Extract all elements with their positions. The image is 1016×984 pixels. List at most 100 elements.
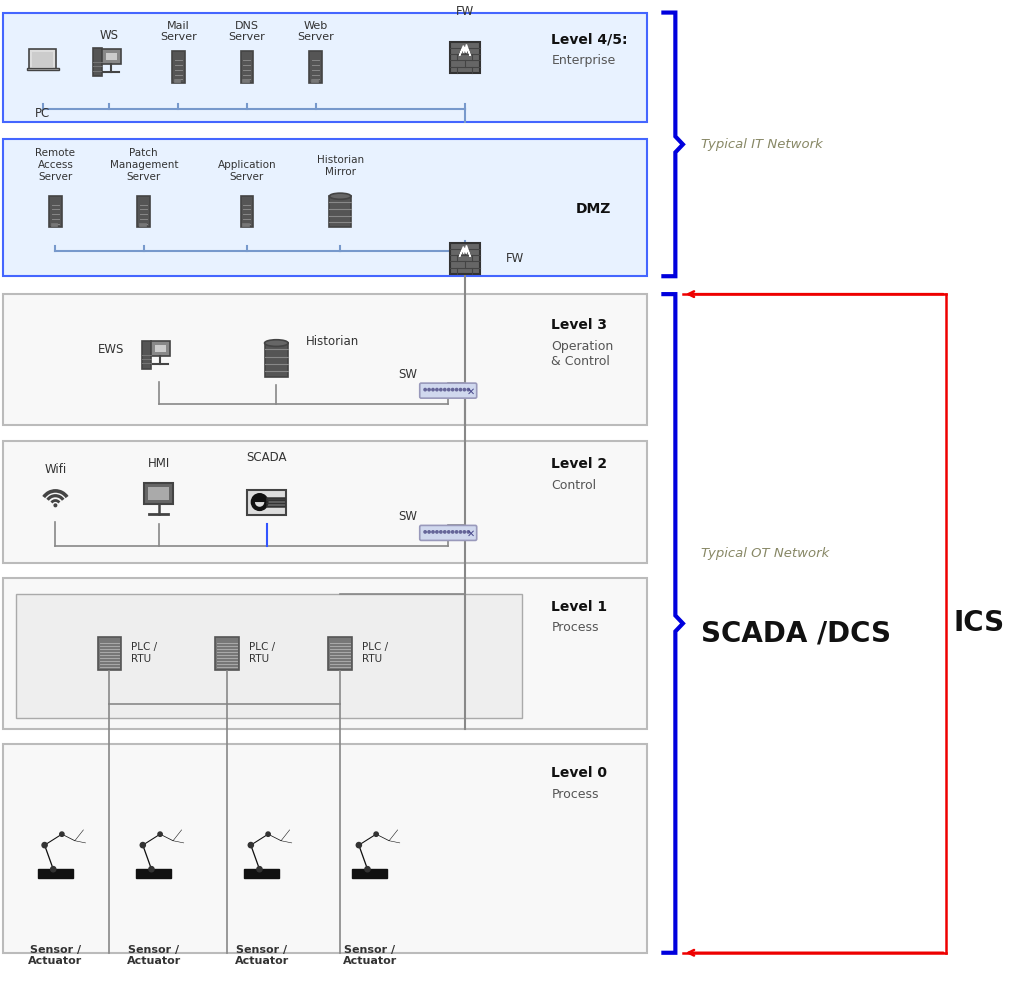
Text: Control: Control [552, 479, 596, 492]
Bar [241, 196, 253, 227]
Text: Sensor /
Actuator: Sensor / Actuator [235, 945, 289, 966]
Circle shape [440, 389, 442, 391]
Circle shape [428, 389, 430, 391]
Bar [3, 442, 646, 563]
Circle shape [54, 504, 57, 507]
Bar [33, 52, 53, 67]
Bar [328, 637, 352, 670]
Circle shape [157, 832, 163, 836]
Text: PLC /
RTU: PLC / RTU [362, 643, 388, 664]
Text: PLC /
RTU: PLC / RTU [131, 643, 157, 664]
Bar [155, 345, 166, 352]
Circle shape [459, 530, 461, 533]
Circle shape [459, 389, 461, 391]
Text: Level 0: Level 0 [552, 766, 608, 779]
Text: Sensor /
Actuator: Sensor / Actuator [342, 945, 397, 966]
Circle shape [447, 389, 450, 391]
Text: Application
Server: Application Server [217, 160, 276, 182]
Circle shape [365, 867, 370, 872]
Circle shape [248, 842, 253, 848]
Text: ✕: ✕ [467, 387, 475, 397]
Text: FW: FW [456, 5, 474, 18]
Text: Level 4/5:: Level 4/5: [552, 32, 628, 46]
Circle shape [424, 389, 427, 391]
Bar [172, 51, 185, 84]
Bar [39, 869, 73, 878]
Text: Historian: Historian [306, 336, 359, 348]
Text: Mail
Server: Mail Server [160, 21, 196, 42]
Circle shape [257, 867, 262, 872]
Bar [329, 196, 351, 227]
Circle shape [440, 530, 442, 533]
Circle shape [51, 867, 56, 872]
Bar [243, 79, 249, 82]
Text: Remote
Access
Server: Remote Access Server [36, 149, 75, 182]
Circle shape [251, 494, 268, 511]
Bar [353, 869, 387, 878]
Text: SW: SW [398, 511, 417, 523]
Text: Web
Server: Web Server [298, 21, 334, 42]
Bar [264, 343, 289, 377]
Text: Wifi: Wifi [45, 463, 66, 476]
Wedge shape [255, 502, 264, 507]
Text: PLC /
RTU: PLC / RTU [249, 643, 275, 664]
Text: Typical IT Network: Typical IT Network [701, 138, 822, 151]
Bar [3, 13, 646, 122]
Circle shape [357, 842, 362, 848]
Bar [106, 53, 117, 60]
Bar [102, 49, 121, 64]
Bar [450, 243, 480, 274]
Text: SW: SW [398, 368, 417, 381]
Text: Level 3: Level 3 [552, 318, 608, 332]
Bar [49, 196, 62, 227]
Bar [174, 79, 180, 82]
Text: Patch
Management
Server: Patch Management Server [110, 149, 178, 182]
Bar [142, 340, 150, 369]
Bar [215, 637, 239, 670]
Circle shape [444, 530, 446, 533]
Circle shape [436, 389, 438, 391]
Circle shape [436, 530, 438, 533]
Circle shape [463, 389, 465, 391]
Bar [243, 223, 249, 226]
Circle shape [428, 530, 430, 533]
Bar [3, 578, 646, 729]
Circle shape [451, 530, 454, 533]
Circle shape [467, 530, 469, 533]
Text: Level 2: Level 2 [552, 458, 608, 471]
Circle shape [432, 389, 434, 391]
Text: ✕: ✕ [467, 529, 475, 539]
Text: Typical OT Network: Typical OT Network [701, 547, 829, 560]
Text: FW: FW [506, 252, 524, 265]
Bar [139, 223, 145, 226]
Bar [29, 48, 56, 70]
Text: WS: WS [100, 30, 119, 42]
Bar [450, 42, 480, 73]
Text: SCADA /DCS: SCADA /DCS [701, 619, 891, 647]
Text: Historian
Mirror: Historian Mirror [317, 155, 364, 177]
Text: Process: Process [552, 787, 598, 801]
Bar [3, 744, 646, 953]
Ellipse shape [329, 193, 351, 200]
Bar [136, 869, 171, 878]
Bar [311, 79, 318, 82]
Bar [151, 341, 170, 356]
Circle shape [455, 389, 458, 391]
Bar [51, 223, 57, 226]
Bar [309, 51, 322, 84]
Bar [244, 869, 279, 878]
Text: EWS: EWS [98, 343, 124, 356]
Text: Process: Process [552, 622, 598, 635]
Polygon shape [459, 44, 470, 56]
Ellipse shape [264, 339, 289, 346]
Bar [16, 593, 522, 718]
Bar [137, 196, 150, 227]
Text: SCADA: SCADA [246, 452, 287, 464]
Circle shape [140, 842, 145, 848]
Text: Sensor /
Actuator: Sensor / Actuator [126, 945, 181, 966]
Circle shape [432, 530, 434, 533]
Text: Operation
& Control: Operation & Control [552, 339, 614, 368]
Circle shape [463, 530, 465, 533]
Text: Level 1: Level 1 [552, 599, 608, 614]
Circle shape [447, 530, 450, 533]
